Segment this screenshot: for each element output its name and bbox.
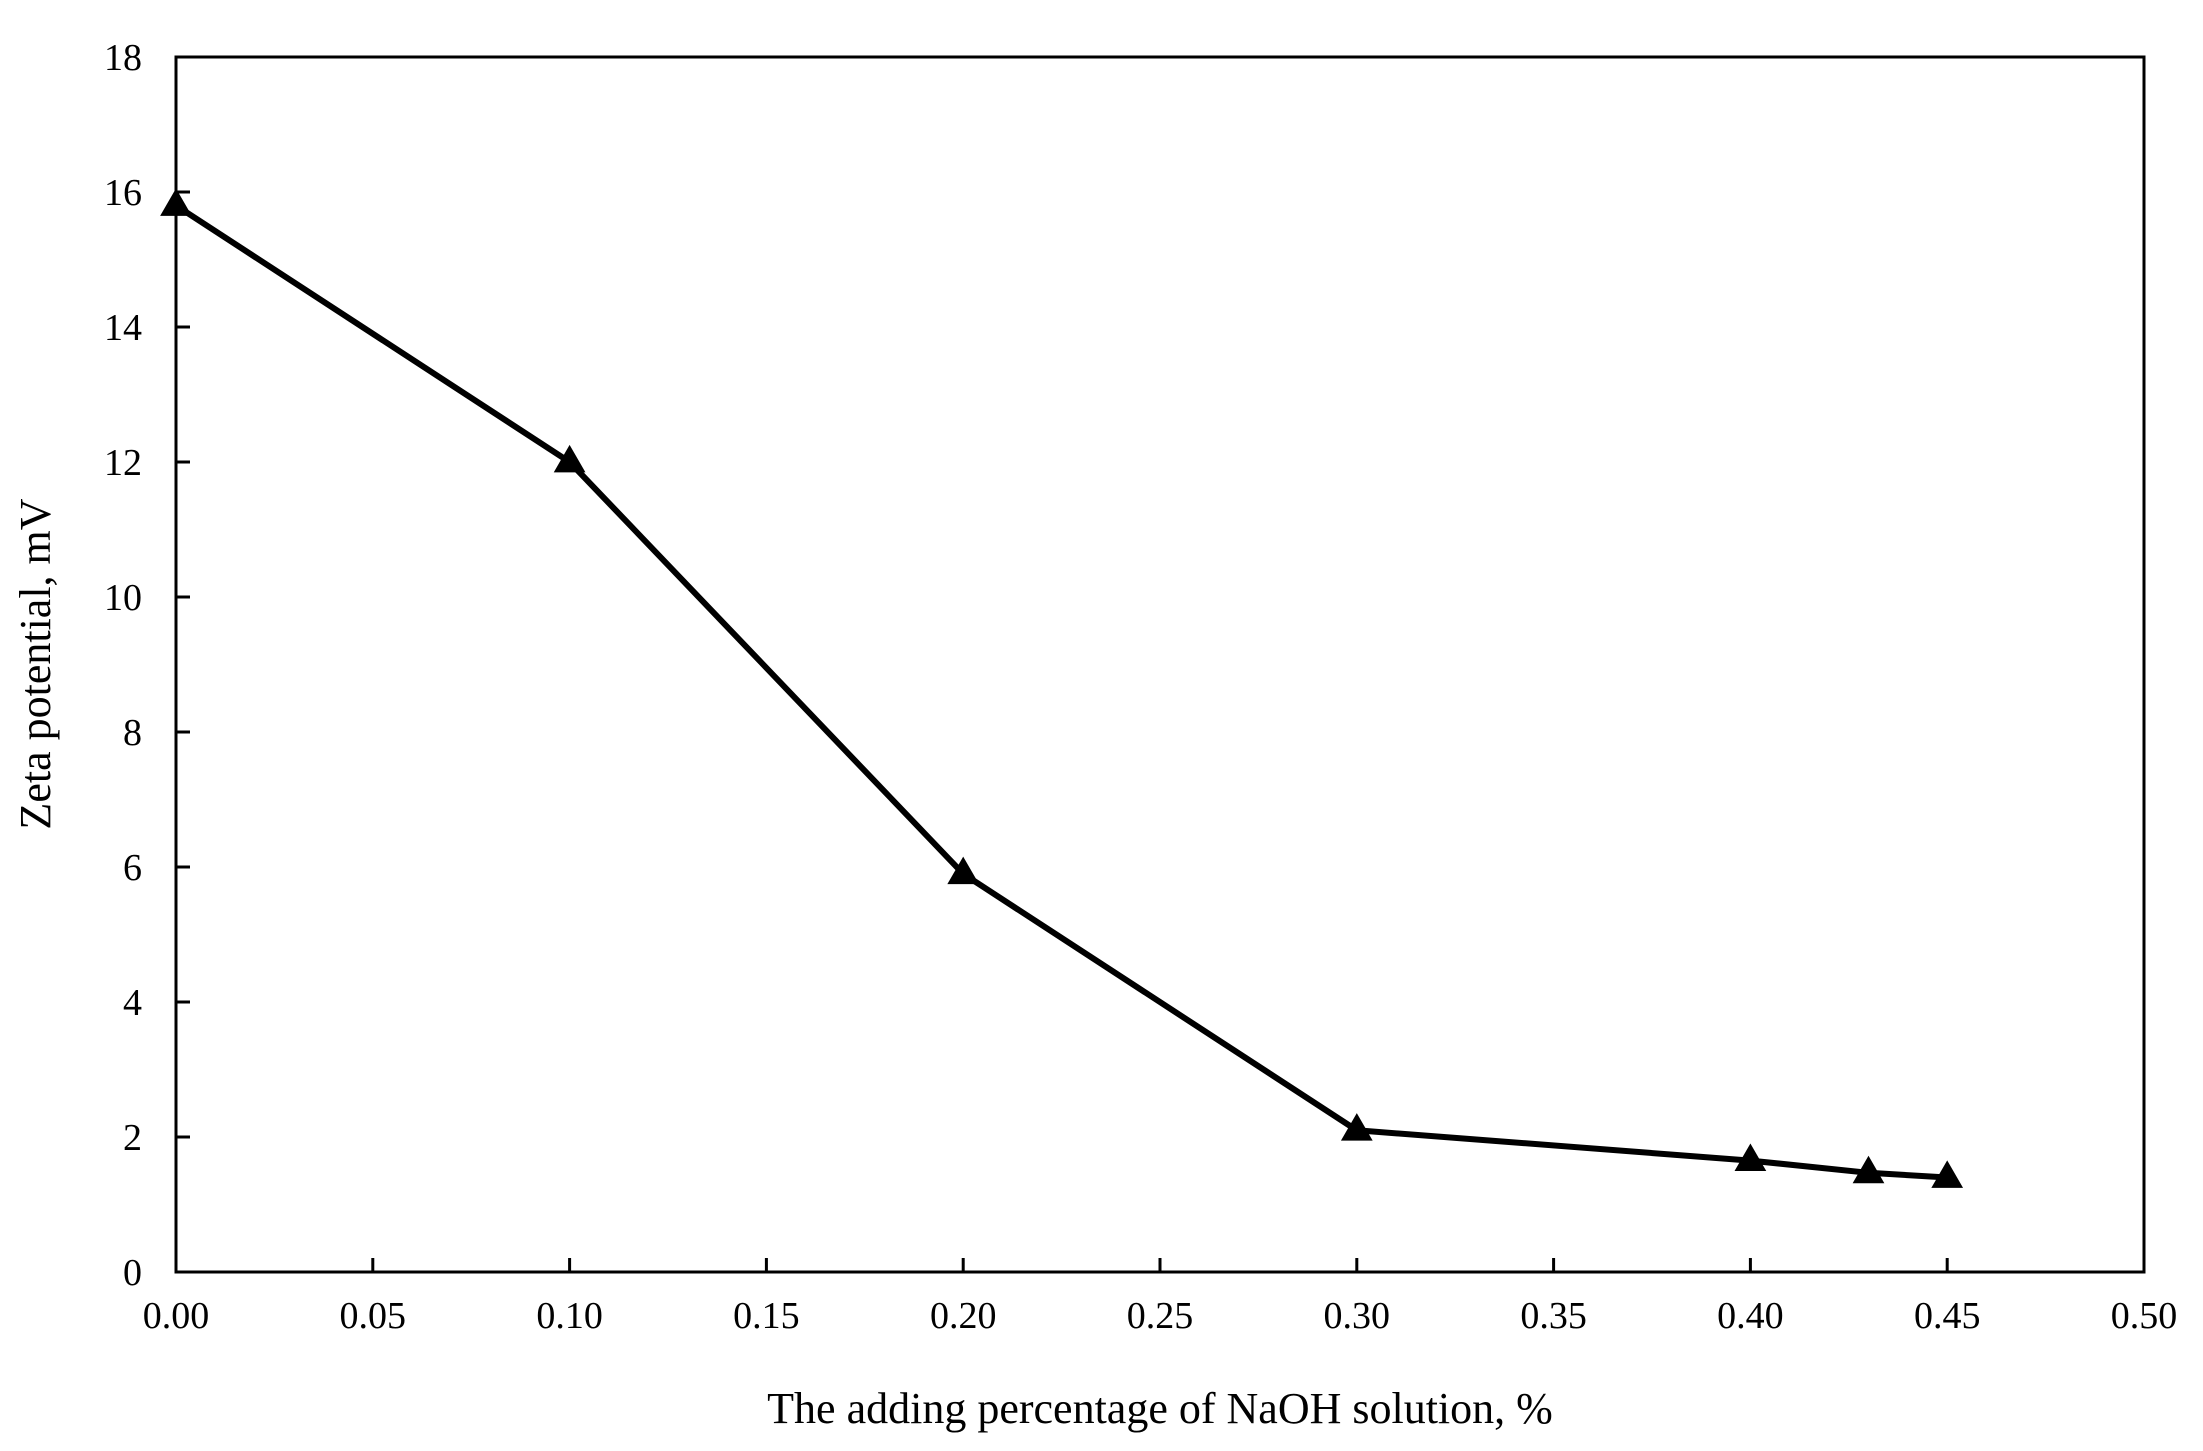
y-tick-label: 4 (123, 982, 142, 1024)
x-tick-label: 0.05 (340, 1295, 407, 1337)
y-tick-label: 12 (104, 442, 142, 484)
x-tick-label: 0.35 (1520, 1295, 1587, 1337)
y-tick-label: 10 (104, 577, 142, 619)
x-tick-label: 0.40 (1717, 1295, 1784, 1337)
y-tick-label: 14 (104, 307, 142, 349)
y-tick-label: 2 (123, 1117, 142, 1159)
x-tick-label: 0.15 (733, 1295, 800, 1337)
x-tick-label: 0.45 (1914, 1295, 1981, 1337)
y-axis-ticks: 0 2 4 6 8 10 12 14 16 18 (104, 37, 190, 1294)
x-axis-label: The adding percentage of NaOH solution, … (767, 1384, 1553, 1433)
data-point-marker (553, 444, 586, 473)
x-tick-label: 0.20 (930, 1295, 997, 1337)
y-axis-label: Zeta potential, mV (11, 498, 60, 829)
x-tick-label: 0.50 (2111, 1295, 2178, 1337)
data-point-marker (1340, 1113, 1373, 1141)
x-tick-label: 0.00 (143, 1295, 210, 1337)
x-tick-label: 0.30 (1324, 1295, 1391, 1337)
data-point-marker (1734, 1143, 1767, 1171)
y-tick-label: 18 (104, 37, 142, 79)
series-layer (160, 188, 1964, 1188)
y-tick-label: 6 (123, 847, 142, 889)
y-tick-label: 8 (123, 712, 142, 754)
y-tick-label: 0 (123, 1252, 142, 1294)
x-tick-label: 0.10 (536, 1295, 603, 1337)
x-axis-ticks: 0.00 0.05 0.10 0.15 0.20 0.25 0.30 0.35 0.40 0.45… (143, 1258, 2178, 1337)
data-point-marker (947, 856, 980, 885)
x-tick-label: 0.25 (1127, 1295, 1194, 1337)
data-point-marker (160, 188, 192, 216)
data-point-marker (1852, 1155, 1885, 1184)
data-point-marker (1931, 1160, 1964, 1188)
y-tick-label: 16 (104, 172, 142, 214)
